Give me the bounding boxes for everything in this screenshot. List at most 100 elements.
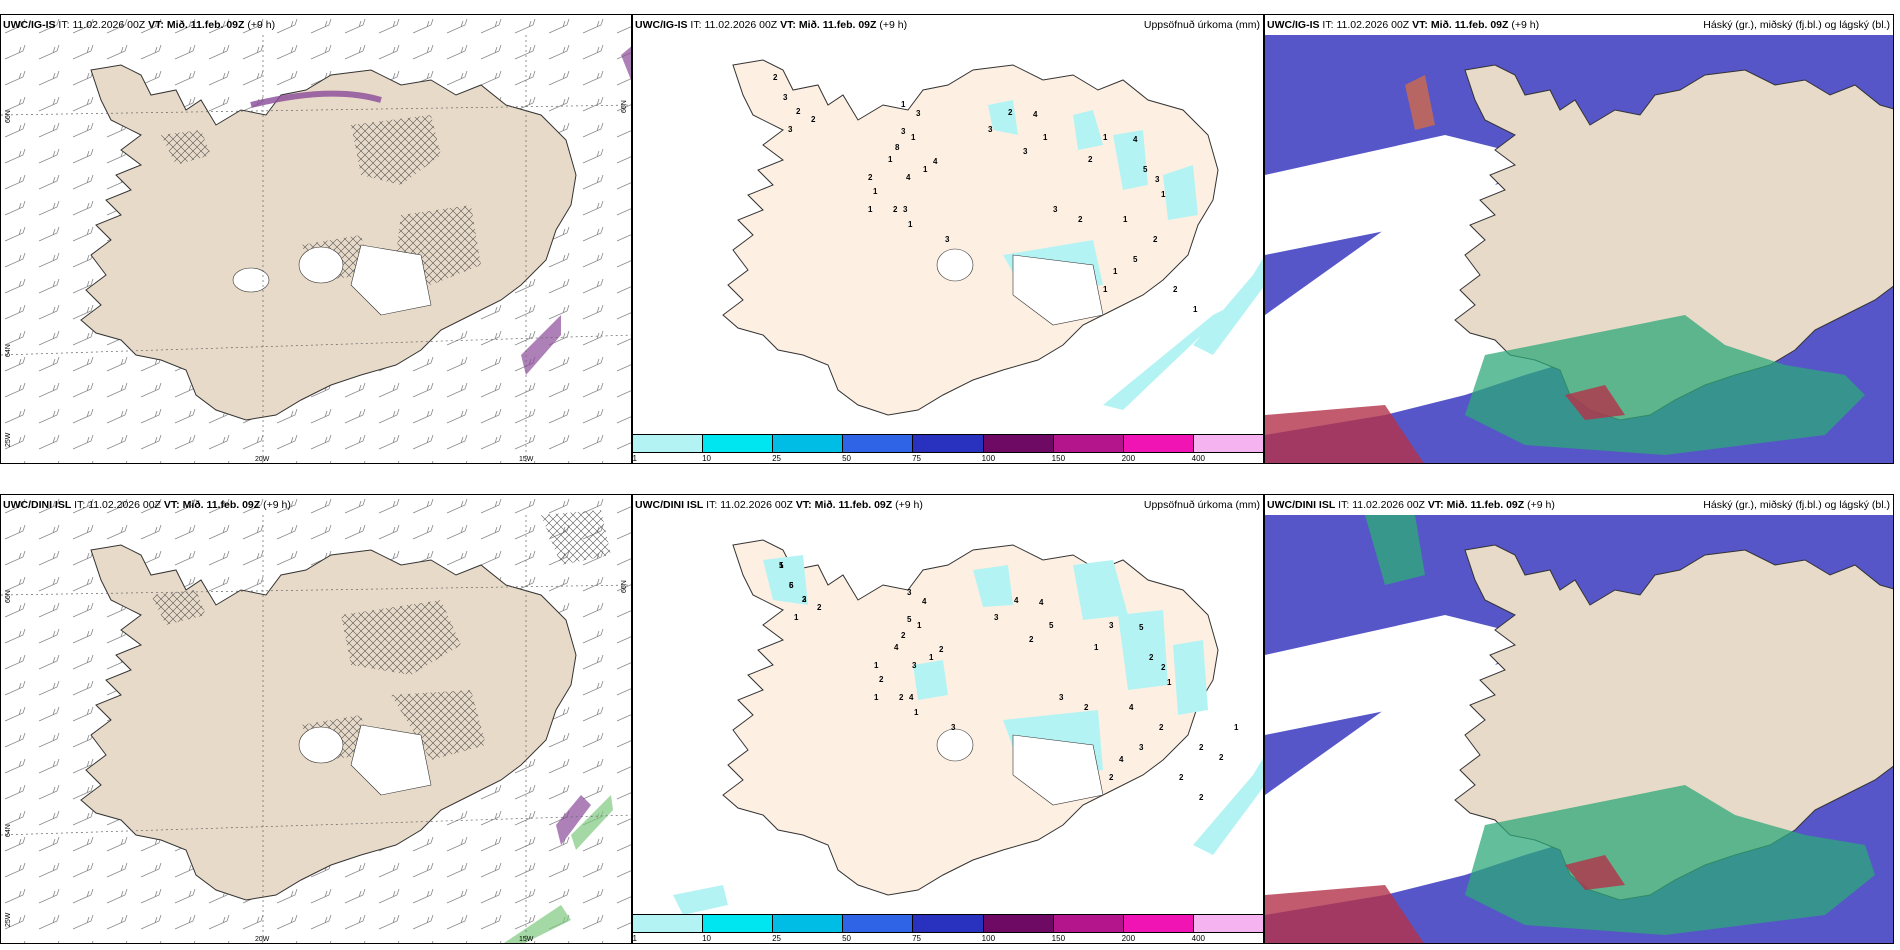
precip-amount-label: 4 bbox=[906, 173, 911, 182]
precip-amount-label: 1 bbox=[914, 708, 919, 717]
precip-amount-label: 2 bbox=[1008, 108, 1013, 117]
colorbar-label: 200 bbox=[1121, 934, 1136, 943]
precip-amount-label: 1 bbox=[874, 693, 879, 702]
precip-amount-label: 3 bbox=[1155, 175, 1160, 184]
precip-amount-label: 3 bbox=[951, 723, 956, 732]
precip-amount-label: 3 bbox=[1109, 621, 1114, 630]
precip-amount-label: 2 bbox=[893, 205, 898, 214]
precip-amount-label: 1 bbox=[794, 613, 799, 622]
precip-amount-label: 2 bbox=[1179, 773, 1184, 782]
precip-amount-label: 1 bbox=[1113, 267, 1118, 276]
colorbar-segment bbox=[1053, 915, 1124, 932]
precip-amount-label: 2 bbox=[879, 675, 884, 684]
colorbar-label: 75 bbox=[912, 454, 921, 463]
lon-label: 25W bbox=[5, 912, 12, 927]
precip-amount-label: 1 bbox=[1043, 133, 1048, 142]
colorbar-segment bbox=[983, 435, 1054, 452]
precip-amount-label: 2 bbox=[1109, 773, 1114, 782]
colorbar-segment bbox=[633, 915, 704, 932]
precip-amount-label: 2 bbox=[1199, 793, 1204, 802]
precip-colorbar bbox=[633, 434, 1263, 453]
colorbar-segment bbox=[843, 435, 914, 452]
precip-amount-label: 2 bbox=[1029, 635, 1034, 644]
precip-map-panel-igis: UWC/IG-IS IT: 11.02.2026 00Z VT: Mið. 11… bbox=[632, 14, 1264, 464]
precip-amount-label: 1 bbox=[1234, 723, 1239, 732]
precip-title: Uppsöfnuð úrkoma (mm) bbox=[1143, 499, 1260, 511]
precip-amount-label: 3 bbox=[903, 205, 908, 214]
colorbar-label: 10 bbox=[702, 454, 711, 463]
precip-amount-label: 1 bbox=[1103, 285, 1108, 294]
colorbar-segment bbox=[1193, 915, 1263, 932]
cloud-title: Háský (gr.), miðský (fj.bl.) og lágský (… bbox=[1703, 499, 1890, 511]
precip-amount-label: 1 bbox=[1193, 305, 1198, 314]
precip-amount-label: 5 bbox=[907, 615, 912, 624]
colorbar-segment bbox=[703, 435, 774, 452]
precip-amount-label: 3 bbox=[783, 93, 788, 102]
precip-amount-label: 1 bbox=[874, 661, 879, 670]
precip-amount-label: 4 bbox=[1133, 135, 1138, 144]
cloud-map bbox=[1265, 515, 1893, 943]
panel-header: UWC/DINI ISL IT: 11.02.2026 00Z VT: Mið.… bbox=[635, 499, 923, 511]
precip-map bbox=[722, 59, 1263, 416]
precip-amount-label: 3 bbox=[907, 588, 912, 597]
precip-amount-label: 3 bbox=[912, 661, 917, 670]
colorbar-label: 25 bbox=[772, 934, 781, 943]
precip-amount-label: 1 bbox=[779, 561, 784, 570]
panel-header: UWC/DINI ISL IT: 11.02.2026 00Z VT: Mið.… bbox=[1267, 499, 1555, 511]
precip-amount-label: 1 bbox=[1123, 215, 1128, 224]
cloud-map-panel-igis: UWC/IG-IS IT: 11.02.2026 00Z VT: Mið. 11… bbox=[1264, 14, 1894, 464]
precip-amount-label: 2 bbox=[1199, 743, 1204, 752]
colorbar-label: 10 bbox=[702, 934, 711, 943]
precip-map-panel-dini: UWC/DINI ISL IT: 11.02.2026 00Z VT: Mið.… bbox=[632, 494, 1264, 944]
colorbar-segment bbox=[843, 915, 914, 932]
panel-header: UWC/DINI ISL IT: 11.02.2026 00Z VT: Mið.… bbox=[3, 499, 291, 511]
precip-amount-label: 1 bbox=[929, 653, 934, 662]
precip-amount-label: 2 bbox=[1088, 155, 1093, 164]
precip-amount-label: 1 bbox=[873, 187, 878, 196]
colorbar-label: 1 bbox=[632, 934, 638, 943]
precip-amount-label: 3 bbox=[916, 109, 921, 118]
precip-amount-label: 2 bbox=[899, 693, 904, 702]
precip-amount-label: 4 bbox=[1119, 755, 1124, 764]
colorbar-label: 50 bbox=[842, 454, 852, 463]
precip-amount-label: 5 bbox=[1133, 255, 1138, 264]
wind-map bbox=[1, 15, 631, 463]
colorbar-segment bbox=[1193, 435, 1263, 452]
wind-map-panel-igis: UWC/IG-IS IT: 11.02.2026 00Z VT: Mið. 11… bbox=[0, 14, 632, 464]
precip-amount-label: 1 bbox=[908, 220, 913, 229]
lon-label: 25W bbox=[5, 432, 12, 447]
colorbar-segment bbox=[1123, 435, 1194, 452]
cloud-map-panel-dini: UWC/DINI ISL IT: 11.02.2026 00Z VT: Mið.… bbox=[1264, 494, 1894, 944]
lat-label: 66N bbox=[5, 110, 12, 123]
precip-colorbar-labels: 1 10 25 50 75 100 150 200 400 bbox=[633, 453, 1263, 463]
precip-map bbox=[673, 539, 1263, 915]
precip-amount-label: 2 bbox=[796, 107, 801, 116]
colorbar-label: 200 bbox=[1121, 454, 1136, 463]
precip-amount-label: 4 bbox=[1033, 110, 1038, 119]
colorbar-label: 150 bbox=[1051, 934, 1066, 943]
colorbar-label: 150 bbox=[1051, 454, 1066, 463]
lat-label: 64N bbox=[5, 824, 12, 837]
precip-amount-label: 3 bbox=[802, 595, 807, 604]
precip-amount-label: 2 bbox=[1173, 285, 1178, 294]
colorbar-segment bbox=[1053, 435, 1124, 452]
precip-amount-label: 2 bbox=[802, 595, 807, 604]
precip-amount-label: 3 bbox=[994, 613, 999, 622]
precip-amount-label: 2 bbox=[1149, 653, 1154, 662]
precip-amount-label: 1 bbox=[888, 155, 893, 164]
precip-amount-label: 8 bbox=[895, 143, 900, 152]
colorbar-segment bbox=[913, 435, 984, 452]
colorbar-segment bbox=[1123, 915, 1194, 932]
precip-amount-label: 1 bbox=[1094, 643, 1099, 652]
precip-amount-label: 2 bbox=[1159, 723, 1164, 732]
precip-amount-label: 5 bbox=[1143, 165, 1148, 174]
precip-amount-label: 5 bbox=[1139, 623, 1144, 632]
precip-colorbar bbox=[633, 914, 1263, 933]
precip-amount-label: 3 bbox=[1053, 205, 1058, 214]
precip-amount-label: 4 bbox=[1129, 703, 1134, 712]
precip-title: Uppsöfnuð úrkoma (mm) bbox=[1143, 19, 1260, 31]
cloud-title: Háský (gr.), miðský (fj.bl.) og lágský (… bbox=[1703, 19, 1890, 31]
precip-amount-label: 3 bbox=[1059, 693, 1064, 702]
precip-amount-label: 4 bbox=[1039, 598, 1044, 607]
precip-amount-label: 2 bbox=[1084, 703, 1089, 712]
